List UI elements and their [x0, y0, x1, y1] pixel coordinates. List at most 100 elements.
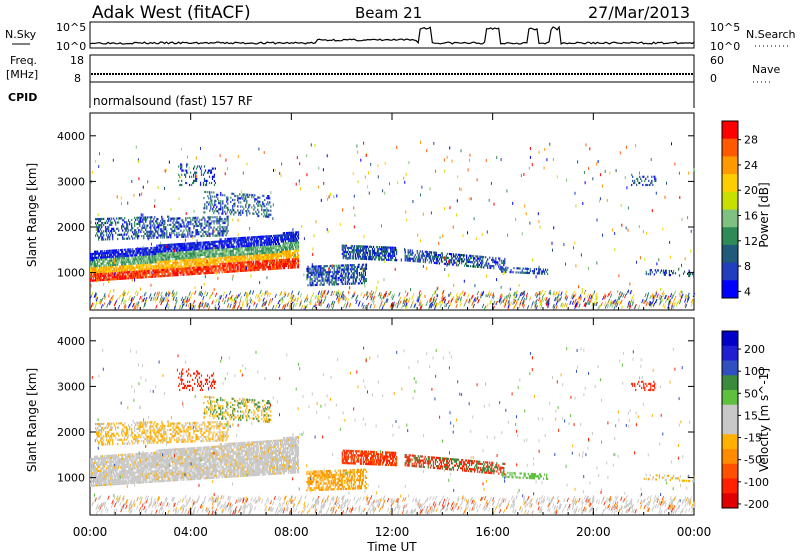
echo-cell — [200, 254, 202, 257]
echo-cell — [214, 251, 216, 254]
echo-cell — [100, 277, 102, 280]
echo-cell — [336, 268, 338, 271]
echo-cell — [319, 265, 321, 268]
echo-cell — [148, 275, 150, 279]
echo-cell — [160, 256, 162, 259]
echo-cell — [95, 250, 97, 253]
echo-cell — [154, 226, 156, 229]
echo-cell — [189, 250, 191, 253]
echo-cell — [146, 230, 148, 233]
echo-cell — [164, 272, 166, 275]
echo-cell — [351, 249, 353, 252]
echo-cell — [242, 269, 244, 272]
echo-cell — [365, 257, 367, 261]
echo-cell — [223, 219, 225, 223]
echo-cell — [261, 262, 263, 265]
echo-cell — [240, 257, 242, 260]
echo-cell — [215, 234, 217, 237]
echo-cell — [233, 266, 235, 269]
echo-cell — [107, 268, 109, 271]
echo-cell — [450, 255, 453, 258]
echo-cell — [136, 272, 138, 275]
echo-cell — [249, 244, 251, 247]
echo-cell — [286, 254, 288, 257]
echo-cell — [168, 260, 170, 263]
echo-cell — [342, 264, 344, 267]
echo-cell — [181, 257, 183, 260]
echo-cell — [516, 267, 518, 270]
echo-cell — [220, 260, 222, 264]
echo-cell — [166, 234, 168, 237]
echo-cell — [256, 235, 258, 239]
echo-cell — [319, 279, 321, 282]
echo-cell — [216, 222, 218, 225]
echo-cell — [114, 219, 116, 222]
echo-cell — [176, 225, 178, 228]
echo-cell — [93, 252, 95, 255]
echo-cell — [175, 265, 177, 269]
echo-cell — [357, 249, 359, 252]
echo-cell — [359, 245, 361, 248]
echo-cell — [100, 228, 102, 231]
echo-cell — [433, 251, 435, 254]
echo-cell — [102, 250, 104, 253]
echo-cell — [177, 217, 179, 220]
echo-cell — [337, 276, 339, 280]
echo-cell — [278, 263, 280, 266]
echo-cell — [256, 262, 258, 265]
echo-cell — [356, 268, 358, 271]
echo-cell — [172, 229, 174, 232]
echo-cell — [193, 250, 195, 253]
echo-cell — [289, 252, 291, 255]
echo-cell — [252, 256, 254, 259]
echo-cell — [407, 251, 409, 254]
echo-cell — [214, 216, 216, 219]
echo-cell — [249, 269, 251, 272]
echo-cell — [168, 215, 170, 218]
echo-cell — [288, 264, 290, 267]
echo-cell — [174, 274, 176, 277]
echo-cell — [195, 262, 197, 265]
echo-cell — [136, 266, 138, 269]
echo-cell — [239, 263, 241, 266]
echo-cell — [111, 255, 113, 258]
echo-cell — [424, 256, 426, 260]
echo-cell — [104, 264, 106, 267]
echo-cell — [231, 237, 233, 240]
echo-cell — [358, 282, 360, 285]
echo-cell — [256, 266, 258, 269]
echo-cell — [258, 256, 260, 259]
echo-cell — [383, 246, 386, 249]
echo-cell — [212, 203, 214, 206]
echo-cell — [228, 252, 230, 255]
echo-cell — [164, 250, 166, 253]
echo-cell — [254, 260, 256, 263]
echo-cell — [331, 279, 333, 282]
echo-cell — [463, 256, 465, 259]
echo-cell — [186, 250, 188, 253]
echo-cell — [259, 196, 261, 199]
echo-cell — [251, 262, 253, 266]
echo-cell — [170, 264, 172, 267]
echo-cell — [181, 259, 183, 262]
echo-cell — [225, 244, 227, 247]
echo-cell — [188, 258, 190, 262]
echo-cell — [258, 196, 260, 199]
echo-cell — [154, 259, 156, 262]
echo-cell — [258, 250, 260, 253]
echo-cell — [265, 257, 267, 261]
echo-cell — [187, 163, 189, 166]
echo-cell — [230, 254, 232, 257]
echo-cell — [170, 245, 172, 248]
echo-cell — [187, 250, 189, 253]
echo-cell — [197, 264, 199, 267]
echo-cell — [137, 270, 139, 273]
echo-cell — [486, 260, 488, 263]
echo-cell — [359, 267, 361, 271]
echo-cell — [211, 175, 214, 178]
echo-cell — [295, 243, 298, 246]
echo-cell — [122, 263, 124, 266]
echo-cell — [158, 267, 160, 270]
echo-cell — [222, 264, 224, 267]
echo-cell — [100, 220, 102, 223]
